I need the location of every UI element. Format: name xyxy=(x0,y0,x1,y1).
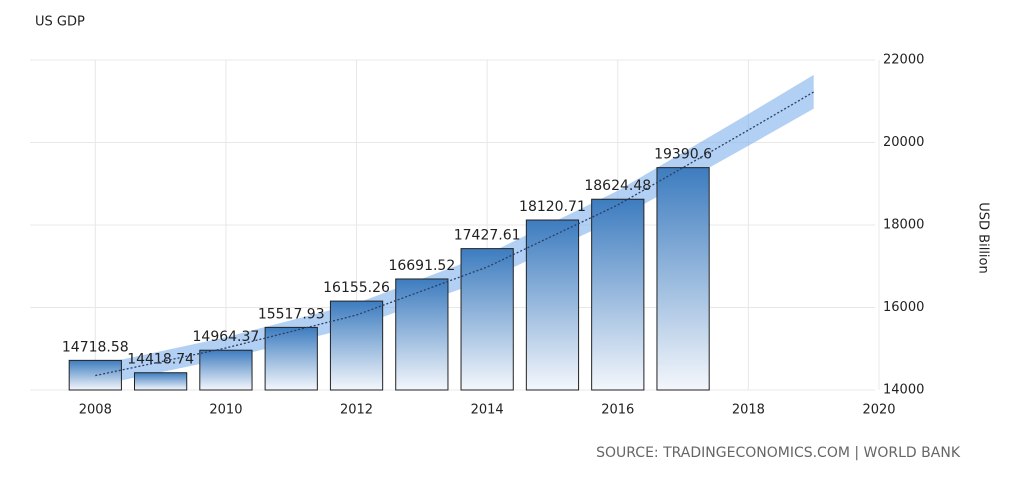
data-label: 14418.74 xyxy=(127,352,194,368)
x-tick-label: 2010 xyxy=(209,403,242,418)
data-label: 14964.37 xyxy=(193,329,260,345)
source: SOURCE: TRADINGECONOMICS.COM | WORLD BAN… xyxy=(596,445,961,461)
data-label: 18120.71 xyxy=(519,199,586,215)
data-label: 14718.58 xyxy=(62,339,129,355)
data-label: 16691.52 xyxy=(388,258,455,274)
bar xyxy=(329,300,384,391)
data-label: 15517.93 xyxy=(258,306,325,322)
x-tick-label: 2008 xyxy=(79,403,112,418)
x-tick-label: 2016 xyxy=(601,403,634,418)
chart-title: US GDP xyxy=(35,15,85,30)
bar xyxy=(199,349,253,391)
x-tick-label: 2014 xyxy=(471,403,504,418)
x-tick-label: 2018 xyxy=(732,403,765,418)
x-tick-label: 2020 xyxy=(862,403,895,418)
data-label: 17427.61 xyxy=(454,228,521,244)
x-tick-label: 2012 xyxy=(340,403,373,418)
data-label: 19390.6 xyxy=(654,147,712,163)
bar xyxy=(395,278,449,391)
bar xyxy=(656,167,710,391)
y-axis-label: USD Billion xyxy=(976,202,991,273)
y-tick-label: 16000 xyxy=(883,300,924,315)
bar xyxy=(525,219,580,391)
data-label: 18624.48 xyxy=(584,178,651,194)
trend-line xyxy=(95,91,815,377)
bar xyxy=(460,248,514,391)
trend-band xyxy=(95,74,814,386)
data-label: 16155.26 xyxy=(323,280,390,296)
y-tick-label: 20000 xyxy=(883,135,924,150)
y-tick-label: 22000 xyxy=(883,53,924,68)
bar xyxy=(264,326,318,391)
y-tick-label: 18000 xyxy=(883,218,924,233)
y-tick-label: 14000 xyxy=(883,383,924,398)
bar xyxy=(591,198,645,391)
bar xyxy=(133,372,188,391)
